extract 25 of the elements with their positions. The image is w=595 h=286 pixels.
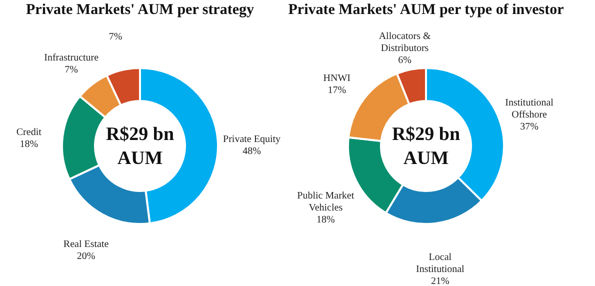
text: R$29 bn: [106, 124, 174, 145]
data-label: 48%: [242, 146, 261, 157]
slice-label: Allocators & Distributors: [378, 31, 431, 54]
data-label: 6%: [398, 55, 412, 66]
data-label: 17%: [328, 85, 346, 96]
data-label: 21%: [431, 276, 450, 286]
data-label: 7%: [108, 32, 122, 43]
slice-label: Credit: [16, 126, 42, 138]
slice-label: HNWI: [323, 73, 350, 84]
data-label: 20%: [76, 251, 96, 262]
data-label: 7%: [64, 64, 78, 76]
text: AUM: [117, 148, 163, 169]
slice-label: Institutional Offshore: [505, 98, 554, 121]
slice-label: Real Estate: [63, 239, 110, 250]
slice-label: Private Equity: [223, 134, 281, 145]
chart-title: Private Markets' AUM per strategy: [26, 2, 254, 18]
data-label: 18%: [316, 214, 335, 226]
slice-label: Infrastructure: [44, 52, 100, 64]
chart-title: Private Markets' AUM per type of investor: [288, 2, 564, 18]
data-label: 18%: [20, 138, 38, 150]
slice-label: Public Market Vehicles: [297, 190, 354, 214]
text: AUM: [403, 148, 449, 169]
slice-label: Local Institutional: [416, 252, 465, 276]
data-label: 37%: [520, 122, 538, 133]
text: R$29 bn: [392, 124, 460, 145]
